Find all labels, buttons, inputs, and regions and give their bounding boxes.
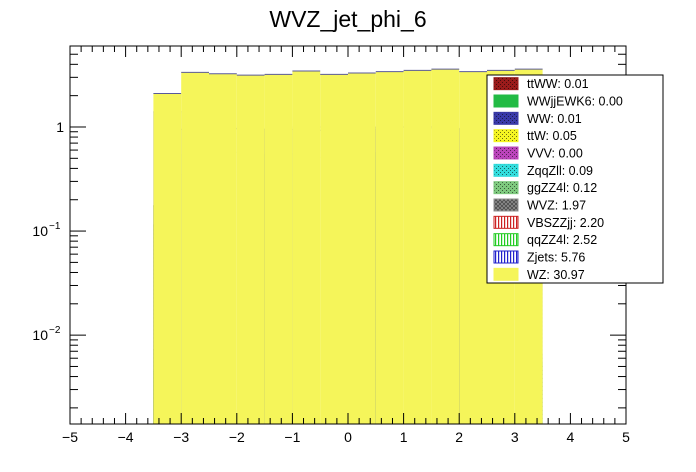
y-tick-label: 10	[32, 223, 48, 239]
x-tick-label: −3	[173, 429, 189, 445]
legend-entry-wz: WZ: 30.97	[493, 267, 585, 282]
legend-entry-ggzz4l: ggZZ4l: 0.12	[493, 181, 597, 195]
legend-swatch	[493, 198, 519, 212]
legend-label: qqZZ4l: 2.52	[527, 233, 597, 247]
legend-swatch	[493, 111, 519, 125]
legend-label: WZ: 30.97	[527, 268, 585, 282]
legend-swatch	[493, 181, 519, 195]
x-tick-label: 5	[622, 429, 630, 445]
bar-wz-bin-10	[431, 69, 460, 424]
y-tick-exponent: −1	[49, 221, 61, 232]
histogram-bars	[153, 68, 543, 425]
x-tick-label: 1	[400, 429, 408, 445]
legend-swatch	[493, 215, 519, 229]
legend-entry-wwjjewk6: WWjjEWK6: 0.00	[493, 94, 623, 109]
legend-label: WW: 0.01	[527, 112, 582, 126]
legend-swatch	[493, 233, 519, 247]
x-tick-label: 3	[511, 429, 519, 445]
legend-entry-vvv: VVV: 0.00	[493, 146, 583, 161]
y-tick-exponent: −2	[49, 325, 61, 336]
x-tick-label: −4	[118, 429, 134, 445]
legend-entry-zjets: Zjets: 5.76	[493, 250, 585, 265]
legend: ttWW: 0.01 WWjjEWK6: 0.00 WW: 0.01 ttW: 0.0…	[486, 74, 664, 284]
bar-wz-bin-4	[264, 74, 293, 424]
legend-entry-qqzz4l: qqZZ4l: 2.52	[493, 233, 597, 247]
bar-wz-bin-2	[209, 73, 237, 425]
legend-entry-wvz: WVZ: 1.97	[493, 198, 586, 213]
legend-entry-zqqzll: ZqqZll: 0.09	[493, 163, 593, 178]
legend-entry-ttw: ttW: 0.05	[493, 129, 577, 143]
legend-label: WVZ: 1.97	[527, 199, 586, 213]
bar-wz-bin-8	[375, 71, 404, 424]
bar-wz-bin-3	[236, 75, 265, 424]
x-tick-label: 2	[455, 429, 463, 445]
x-tick-label: 0	[344, 429, 352, 445]
bar-wz-bin-9	[403, 70, 432, 424]
legend-entry-ttww: ttWW: 0.01	[493, 77, 589, 91]
bar-wz-bin-6	[320, 74, 348, 424]
legend-swatch	[493, 250, 519, 264]
legend-swatch	[493, 267, 519, 281]
legend-swatch	[493, 77, 519, 91]
legend-box	[486, 74, 664, 284]
legend-swatch	[493, 146, 519, 160]
x-tick-label: −1	[284, 429, 300, 445]
legend-swatch	[493, 163, 519, 177]
bar-wz-bin-7	[348, 73, 376, 425]
x-tick-label: 4	[567, 429, 575, 445]
bar-wz-bin-5	[292, 71, 321, 424]
series-wz	[153, 68, 543, 425]
bar-wz-bin-11	[459, 71, 487, 424]
legend-label: ttWW: 0.01	[527, 77, 589, 91]
y-tick-label: 10	[32, 327, 48, 343]
legend-entry-ww: WW: 0.01	[493, 111, 582, 126]
legend-entry-vbszzjj: VBSZZjj: 2.20	[493, 215, 604, 230]
legend-swatch	[493, 94, 519, 108]
bar-wz-bin-0	[153, 93, 182, 424]
legend-swatch	[493, 129, 519, 143]
x-tick-label: −2	[229, 429, 245, 445]
legend-label: VVV: 0.00	[527, 147, 583, 161]
legend-label: ZqqZll: 0.09	[527, 164, 593, 178]
x-tick-label: −5	[62, 429, 78, 445]
legend-label: WWjjEWK6: 0.00	[527, 95, 623, 109]
bar-wz-bin-1	[181, 72, 209, 424]
chart-title: WVZ_jet_phi_6	[269, 6, 426, 32]
legend-label: VBSZZjj: 2.20	[527, 216, 604, 230]
legend-label: ttW: 0.05	[527, 129, 577, 143]
y-tick-label: 1	[56, 119, 64, 135]
legend-label: ggZZ4l: 0.12	[527, 181, 597, 195]
legend-label: Zjets: 5.76	[527, 251, 585, 265]
